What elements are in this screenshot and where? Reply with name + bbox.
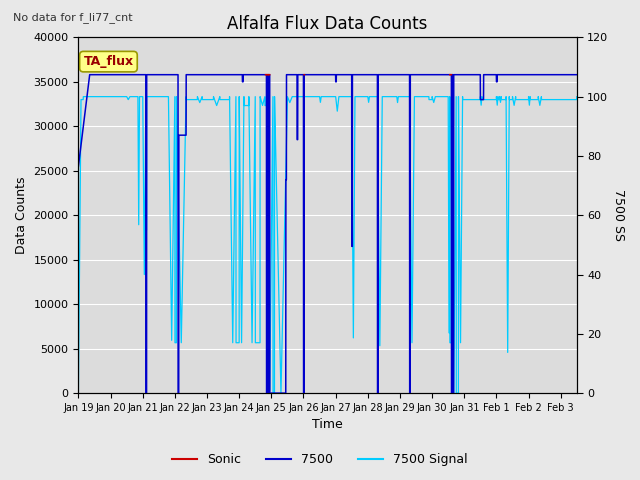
Y-axis label: Data Counts: Data Counts [15, 177, 28, 254]
Title: Alfalfa Flux Data Counts: Alfalfa Flux Data Counts [227, 15, 428, 33]
Text: No data for f_li77_cnt: No data for f_li77_cnt [13, 12, 132, 23]
Legend: Sonic, 7500, 7500 Signal: Sonic, 7500, 7500 Signal [167, 448, 473, 471]
X-axis label: Time: Time [312, 419, 343, 432]
Text: TA_flux: TA_flux [83, 55, 134, 68]
Y-axis label: 7500 SS: 7500 SS [612, 189, 625, 241]
